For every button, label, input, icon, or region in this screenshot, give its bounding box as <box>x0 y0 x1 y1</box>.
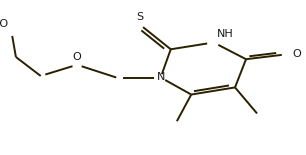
Text: NH: NH <box>217 29 233 39</box>
Text: O: O <box>73 52 81 62</box>
Text: S: S <box>136 12 144 22</box>
Text: O: O <box>293 49 301 59</box>
Text: HO: HO <box>0 19 9 29</box>
Text: N: N <box>156 73 165 82</box>
